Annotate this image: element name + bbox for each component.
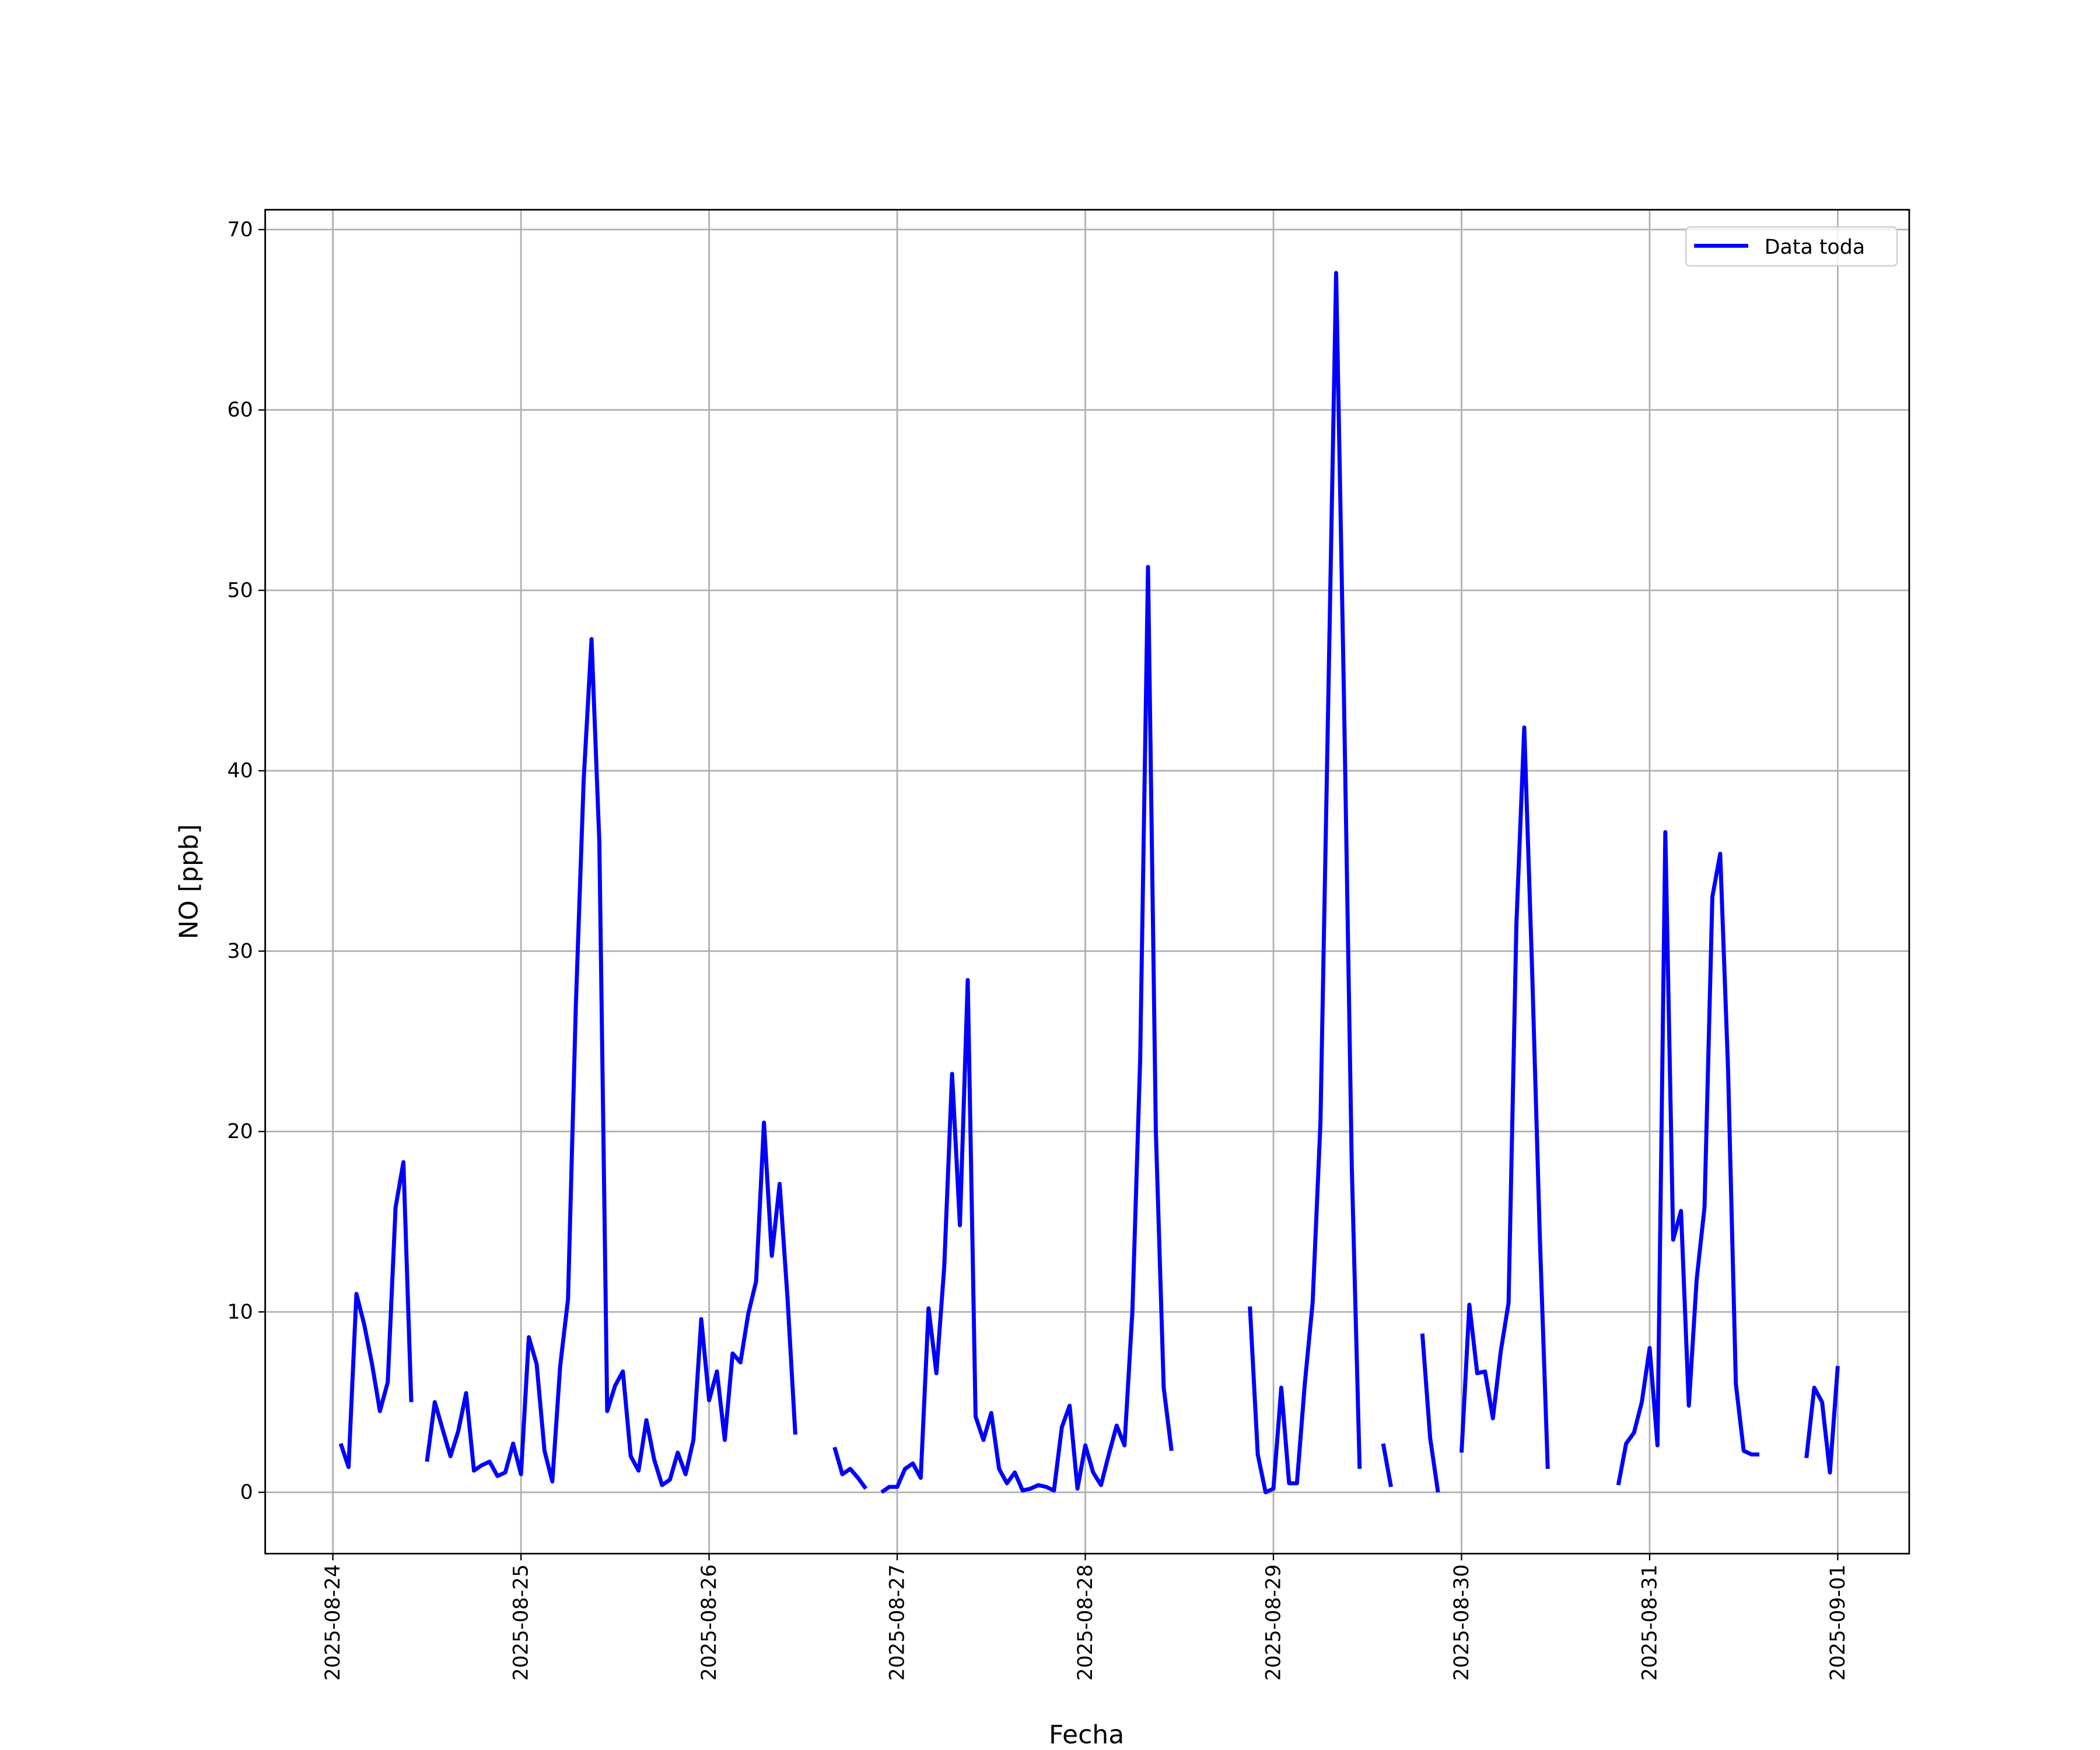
data-line [338,271,1840,1494]
x-tick-label: 2025-08-31 [1638,1564,1661,1681]
y-axis-label: NO [ppb] [174,824,204,939]
x-tick-label: 2025-08-30 [1450,1564,1474,1681]
legend: Data toda [1685,226,1898,267]
x-tick-label: 2025-09-01 [1826,1564,1850,1681]
x-tick-label: 2025-08-24 [321,1564,345,1681]
y-tick-label: 60 [227,398,253,422]
legend-box [1685,226,1898,267]
x-tick-label: 2025-08-29 [1262,1564,1285,1681]
y-tick-label: 50 [227,579,253,603]
y-tick-label: 70 [227,218,253,242]
y-tick-label: 40 [227,760,253,783]
x-tick-label: 2025-08-26 [698,1564,721,1681]
y-tick-label: 10 [227,1301,253,1324]
x-tick-label: 2025-08-28 [1074,1564,1097,1681]
y-tick-label: 20 [227,1120,253,1143]
x-axis-label: Fecha [1049,1720,1124,1750]
legend-label: Data toda [1765,236,1865,259]
x-tick-label: 2025-08-25 [510,1564,533,1681]
y-tick-label: 30 [227,940,253,963]
x-tick-label: 2025-08-27 [886,1564,909,1681]
y-tick-label: 0 [240,1481,253,1504]
plot-frame [264,209,1910,1555]
